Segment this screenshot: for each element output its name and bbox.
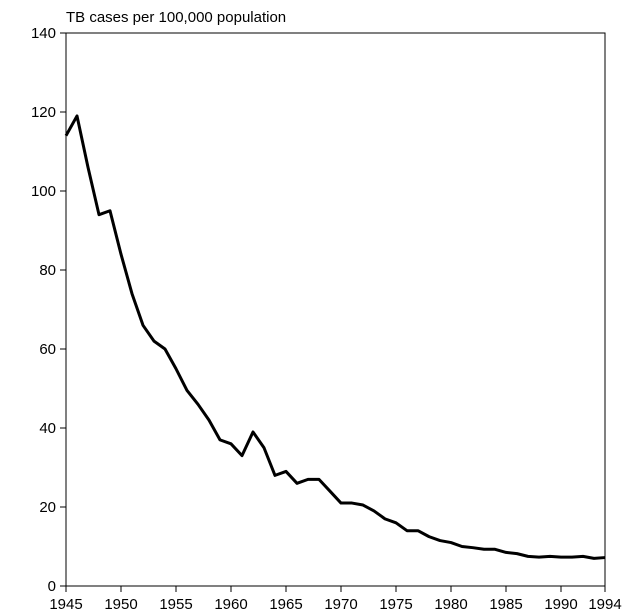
y-tick-label: 140 <box>31 25 56 42</box>
line-series <box>64 114 606 560</box>
x-tick-label: 1955 <box>159 596 192 613</box>
y-tick-label: 100 <box>31 183 56 200</box>
x-tick-label: 1975 <box>379 596 412 613</box>
y-tick-label: 40 <box>39 420 56 437</box>
x-tick-label: 1994 <box>588 596 621 613</box>
y-tick-label: 20 <box>39 499 56 516</box>
y-tick-label: 80 <box>39 262 56 279</box>
x-tick-label: 1985 <box>489 596 522 613</box>
x-tick-label: 1980 <box>434 596 467 613</box>
x-tick-label: 1965 <box>269 596 302 613</box>
y-tick-label: 120 <box>31 104 56 121</box>
plot-frame <box>65 32 606 587</box>
x-tick-label: 1970 <box>324 596 357 613</box>
x-tick-label: 1960 <box>214 596 247 613</box>
y-tick-label: 0 <box>48 578 56 595</box>
y-tick-label: 60 <box>39 341 56 358</box>
x-tick-label: 1950 <box>104 596 137 613</box>
x-tick-label: 1990 <box>544 596 577 613</box>
y-axis-label: TB cases per 100,000 population <box>66 9 286 26</box>
x-tick-label: 1945 <box>49 596 82 613</box>
